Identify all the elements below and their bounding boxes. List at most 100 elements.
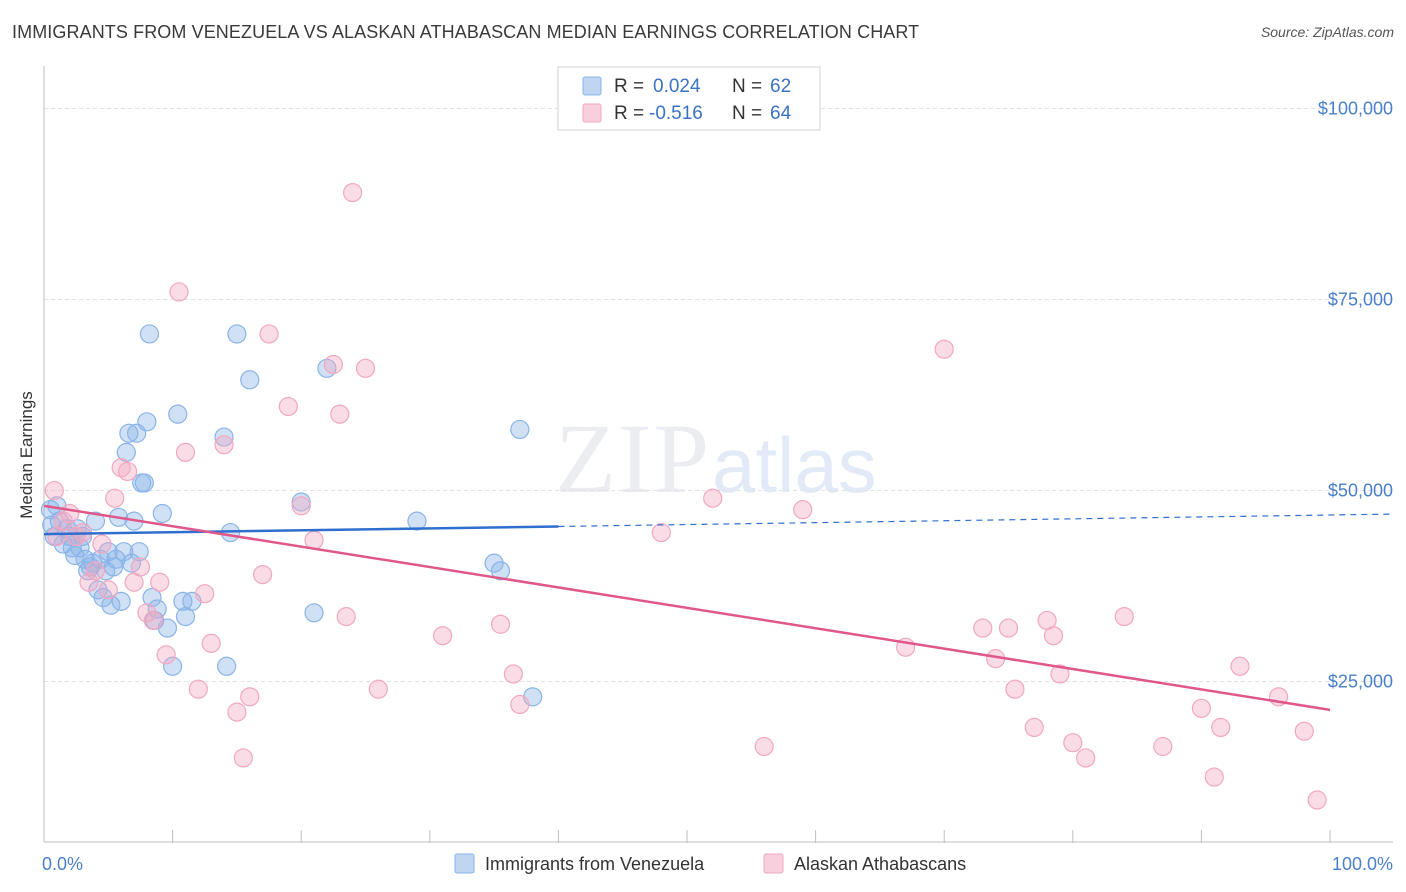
point-venezuela [168, 404, 188, 424]
point-venezuela [407, 511, 427, 531]
legend-n-label-1: N = [732, 76, 762, 97]
point-venezuela [129, 542, 149, 562]
point-athabascan [240, 687, 260, 707]
point-athabascan [130, 557, 151, 577]
point-athabascan [79, 572, 99, 592]
trend-line-athabascan [43, 504, 1331, 712]
point-athabascan [259, 324, 279, 344]
point-athabascan [1307, 790, 1327, 810]
point-athabascan [330, 404, 350, 424]
point-athabascan [156, 645, 176, 665]
point-venezuela [98, 542, 118, 562]
trend-line-venezuela-extrapolated [558, 513, 1393, 528]
point-venezuela [510, 419, 530, 440]
x-tick-label-min: 0.0% [42, 854, 83, 874]
point-athabascan [98, 580, 118, 600]
y-axis-label: Median Earnings [17, 391, 36, 519]
point-venezuela [114, 542, 134, 562]
point-venezuela [103, 557, 124, 577]
point-athabascan [433, 626, 453, 646]
point-athabascan [188, 679, 208, 699]
point-venezuela [484, 553, 504, 573]
point-athabascan [117, 461, 138, 482]
point-athabascan [1043, 626, 1064, 646]
legend-r-label-1: R = [614, 76, 644, 97]
legend-swatch-venezuela [582, 76, 602, 96]
point-athabascan [214, 435, 234, 455]
point-venezuela [217, 656, 237, 676]
point-athabascan [1191, 698, 1212, 718]
point-athabascan [1050, 664, 1070, 684]
point-venezuela [116, 442, 136, 462]
chart-title: IMMIGRANTS FROM VENEZUELA VS ALASKAN ATH… [12, 22, 920, 42]
bottom-legend-label-athabascan: Alaskan Athabascans [794, 854, 966, 874]
bottom-legend-swatch-venezuela [454, 853, 475, 874]
point-venezuela [490, 561, 511, 581]
point-athabascan [1204, 767, 1224, 787]
bottom-legend-label-venezuela: Immigrants from Venezuela [485, 854, 705, 874]
point-athabascan [278, 396, 298, 417]
axes [43, 66, 1393, 843]
point-athabascan [253, 564, 273, 585]
point-venezuela [214, 427, 234, 447]
point-athabascan [1063, 733, 1083, 753]
point-venezuela [163, 656, 183, 676]
point-athabascan [1294, 721, 1314, 741]
legend-r-value-2: -0.516 [649, 103, 703, 124]
point-athabascan [793, 500, 813, 520]
point-athabascan [323, 354, 343, 375]
point-venezuela [142, 587, 162, 608]
point-athabascan [1211, 717, 1231, 738]
legend-r-value-1: 0.024 [653, 76, 701, 97]
point-athabascan [510, 694, 530, 715]
legend-n-label-2: N = [732, 103, 762, 124]
point-athabascan [1114, 607, 1134, 627]
point-venezuela [227, 324, 247, 344]
point-athabascan [150, 572, 170, 592]
point-athabascan [754, 736, 774, 757]
point-venezuela [134, 473, 154, 493]
point-athabascan [291, 496, 311, 516]
point-athabascan [355, 358, 376, 378]
point-athabascan [233, 748, 253, 768]
legend-box: R = 0.024 N = 62 R = -0.516 N = 64 [557, 66, 821, 131]
y-tick-label: $25,000 [1328, 672, 1393, 692]
trend-lines [43, 504, 1393, 712]
point-athabascan [137, 603, 157, 623]
series-points-venezuela [40, 324, 543, 707]
bottom-legend-swatch-athabascan [763, 853, 784, 874]
point-venezuela [147, 599, 167, 619]
point-athabascan [368, 679, 388, 699]
source-label: Source: ZipAtlas.com [1260, 24, 1394, 40]
point-athabascan [143, 610, 163, 631]
y-tick-label: $100,000 [1318, 99, 1393, 119]
point-athabascan [44, 480, 64, 501]
point-athabascan [85, 561, 106, 581]
point-athabascan [1024, 717, 1044, 738]
point-venezuela [137, 412, 157, 432]
point-athabascan [195, 584, 215, 604]
y-tick-labels: $25,000 $50,000 $75,000 $100,000 [1318, 99, 1393, 692]
point-athabascan [1005, 679, 1025, 699]
point-athabascan [92, 534, 112, 554]
point-athabascan [169, 282, 189, 302]
watermark: ZIP atlas [555, 403, 877, 514]
point-venezuela [152, 503, 172, 524]
legend-r-label-2: R = [614, 103, 644, 124]
point-athabascan [490, 614, 511, 634]
point-venezuela [106, 549, 126, 569]
point-venezuela [85, 511, 106, 531]
point-athabascan [934, 339, 954, 359]
point-venezuela [119, 423, 139, 443]
point-athabascan [105, 488, 125, 508]
point-venezuela [101, 595, 121, 615]
y-tick-label: $50,000 [1328, 481, 1393, 501]
point-athabascan [53, 511, 73, 531]
y-tick-label: $75,000 [1328, 290, 1393, 310]
x-tick-label-max: 100.0% [1332, 854, 1393, 874]
point-venezuela [240, 370, 260, 390]
point-venezuela [111, 591, 131, 611]
point-venezuela [139, 324, 160, 344]
point-athabascan [60, 503, 80, 524]
legend-n-value-1: 62 [770, 76, 791, 97]
